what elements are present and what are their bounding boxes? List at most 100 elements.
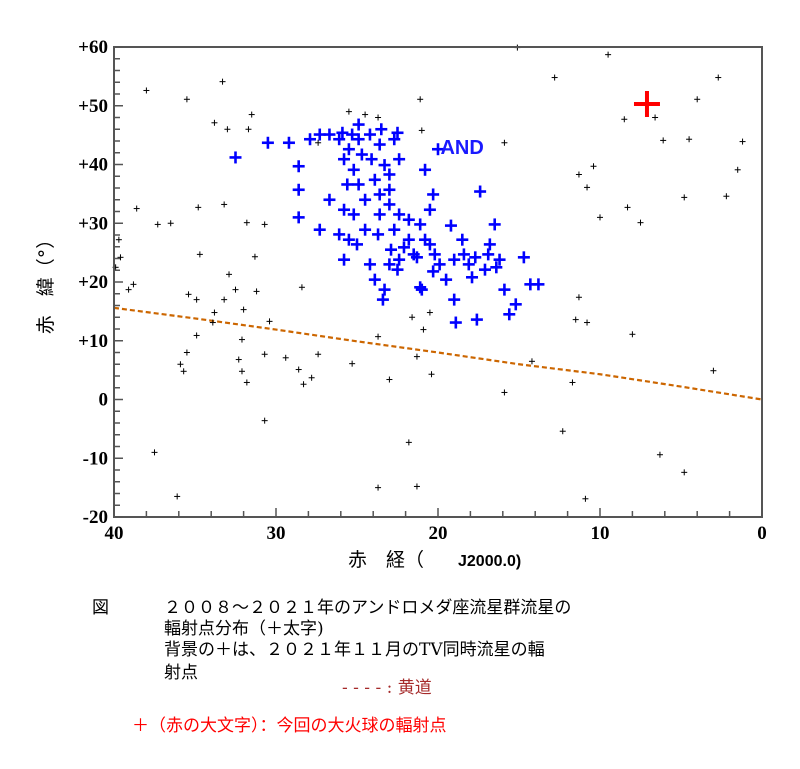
and-radiant-point [488, 218, 501, 231]
tv-radiant-point [559, 428, 566, 435]
tv-radiant-point [375, 114, 382, 121]
and-radiant-point [383, 168, 396, 181]
y-tick-label: +10 [78, 331, 108, 352]
fireball-legend: ＋（赤の大文字）：今回の大火球の輻射点 [132, 716, 447, 736]
tv-radiant-point [183, 349, 190, 356]
and-radiant-point [391, 263, 404, 276]
tv-radiant-point [501, 389, 508, 396]
plot-frame [113, 46, 763, 518]
tv-radiant-point [243, 219, 250, 226]
tv-radiant-point [238, 336, 245, 343]
and-radiant-point [373, 188, 386, 201]
tv-radiant-point [624, 204, 631, 211]
and-radiant-point [427, 188, 440, 201]
tv-radiant-point [637, 219, 644, 226]
tv-radiant-point [597, 214, 603, 221]
and-radiant-point [474, 185, 487, 198]
caption-line-3: 背景の＋は、２０２１年１１月のTV同時流星の輻 [164, 640, 545, 660]
and-radiant-point [338, 203, 351, 216]
x-axis-label: 赤 経（ [348, 549, 424, 571]
tv-radiant-point [245, 126, 252, 133]
tv-radiant-point [426, 309, 433, 316]
ecliptic-legend: - - - - : 黄道 [342, 678, 432, 698]
tv-radiant-point [386, 376, 393, 383]
and-radiant-point [304, 133, 317, 146]
tv-radiant-point [300, 381, 307, 388]
and-radiant-point [292, 183, 305, 196]
tv-radiant-point [315, 139, 322, 146]
y-tick-label: +20 [78, 272, 108, 293]
and-radiant-point [440, 273, 453, 286]
and-annotation: AND [440, 137, 483, 159]
y-tick-label: -20 [83, 507, 108, 528]
and-radiant-point [448, 253, 461, 266]
and-radiant-point [470, 313, 483, 326]
tv-radiant-point [375, 484, 382, 491]
tv-radiant-point [572, 316, 579, 323]
x-tick-label: 40 [105, 523, 124, 544]
and-radiant-point [393, 208, 406, 221]
tv-radiant-point [582, 495, 589, 502]
tv-radiant-point [253, 288, 260, 295]
and-radiant-point [478, 263, 491, 276]
and-radiant-point [338, 153, 351, 166]
y-tick-label: +40 [78, 155, 108, 176]
ecliptic-line [113, 306, 763, 401]
tv-radiant-point [224, 126, 231, 133]
and-radiant-point [352, 133, 365, 146]
tv-radiant-point [681, 469, 688, 476]
and-radiant-point [363, 128, 376, 141]
and-radiant-point [352, 118, 365, 131]
and-radiant-point [483, 238, 496, 251]
and-radiant-point [498, 283, 511, 296]
tv-radiant-point [185, 291, 192, 298]
tv-radiant-point [686, 136, 693, 143]
and-radiant-point [333, 228, 346, 241]
tv-radiant-point [154, 221, 161, 228]
and-radiant-point [414, 218, 427, 231]
tv-radiant-point [282, 354, 289, 361]
tv-radiant-point [681, 194, 688, 201]
y-axis-label: 赤 緯（°） [35, 230, 57, 335]
tv-radiant-point [221, 201, 228, 208]
tv-radiant-point [177, 361, 184, 368]
and-radiant-point [323, 193, 336, 206]
and-radiant-point [410, 251, 423, 264]
tv-radiant-point [193, 332, 200, 339]
and-radiant-point [336, 126, 349, 139]
and-radiant-point [347, 208, 360, 221]
tv-radiant-point [295, 366, 302, 373]
tv-radiant-point [193, 296, 200, 303]
tv-radiant-point [694, 96, 701, 103]
and-radiant-point [433, 258, 446, 271]
and-radiant-point [393, 253, 406, 266]
and-radiant-point [402, 213, 415, 226]
tv-radiant-point [621, 116, 628, 123]
tv-radiant-point [151, 449, 158, 456]
tv-radiant-point [143, 87, 150, 94]
and-radiant-point [229, 151, 242, 164]
tv-radiant-point [298, 284, 305, 291]
and-radiant-point [342, 233, 355, 246]
tv-radiant-point [238, 368, 245, 375]
tv-radiant-point [211, 309, 218, 316]
and-radiant-point [383, 183, 396, 196]
and-radiant-point [388, 133, 401, 146]
caption-line-4: 射点 [164, 663, 198, 683]
and-radiant-point [393, 153, 406, 166]
and-radiant-point [419, 163, 432, 176]
and-radiant-point [373, 208, 386, 221]
and-radiant-point [493, 253, 506, 266]
tv-radiant-point [605, 51, 612, 58]
and-radiant-point [372, 228, 385, 241]
tv-radiant-point [209, 319, 216, 326]
and-radiant-point [388, 223, 401, 236]
tv-radiant-point [575, 294, 582, 301]
tv-radiant-point [652, 114, 659, 121]
tv-radiant-point [418, 127, 425, 134]
tv-radiant-point [528, 358, 535, 365]
and-radiant-point [448, 293, 461, 306]
tv-radiant-point [115, 236, 122, 243]
and-radiant-point [378, 283, 391, 296]
tv-radiant-point [174, 493, 181, 500]
